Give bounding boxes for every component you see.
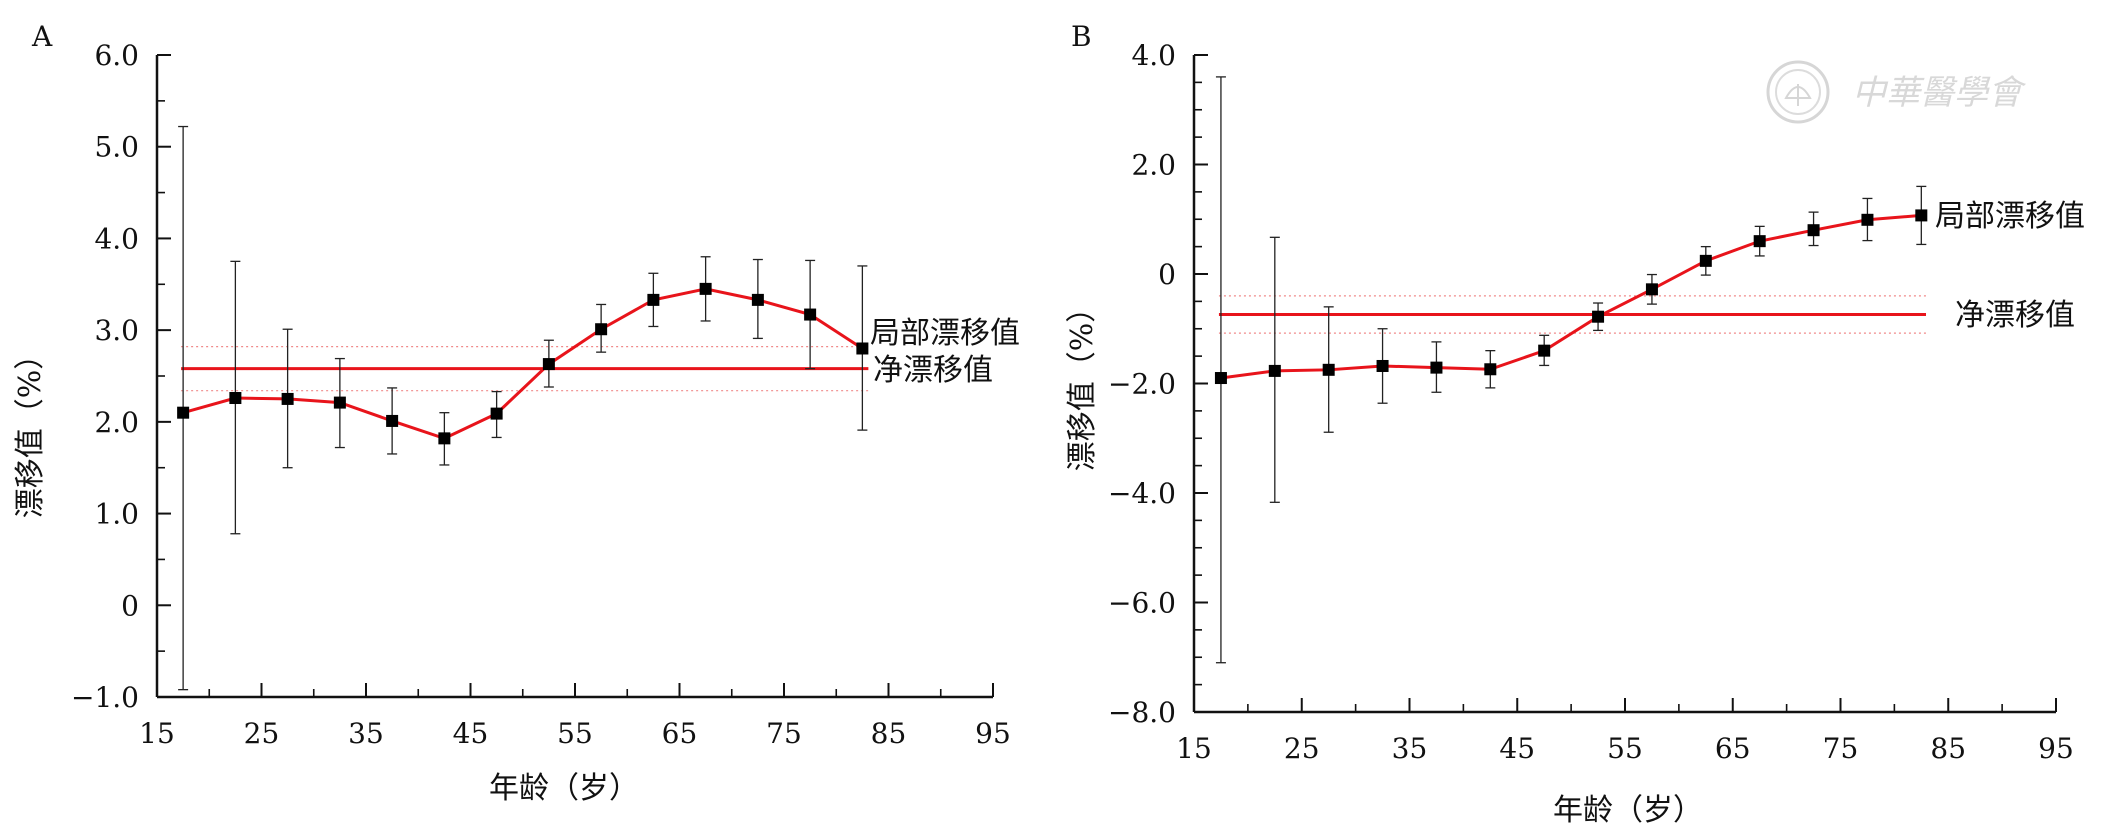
panel-a-data-point (856, 342, 869, 355)
panel-b-x-tick-label: 15 (1176, 732, 1212, 765)
panel-a-axes: 15 25 35 45 55 65 75 85 95 −1.0 0 1.0 2.0 3.0 4.0 5.0 6.… (71, 39, 1011, 750)
panel-b-x-tick-label: 35 (1392, 732, 1428, 765)
panel-a-data-point (542, 358, 555, 371)
panel-a-local-drift-label: 局部漂移值 (870, 316, 1020, 351)
panel-b-net-drift-label: 净漂移值 (1955, 298, 2075, 333)
panel-b-data-point (1430, 361, 1443, 374)
panel-b-data-point (1861, 213, 1874, 226)
panel-b-x-tick-label: 65 (1715, 732, 1751, 765)
panel-b-data-point (1807, 224, 1820, 237)
panel-b-data-point (1699, 254, 1712, 267)
panel-b-x-tick-label: 95 (2038, 732, 2074, 765)
panel-a-y-tick-label: 3.0 (94, 314, 139, 347)
panel-a-data-point (490, 407, 503, 420)
panel-a-y-tick-label: 6.0 (94, 39, 139, 72)
panel-b-letter: B (1071, 20, 1092, 53)
panel-a-data-point (438, 432, 451, 445)
panel-b-x-tick-label: 55 (1607, 732, 1643, 765)
panel-a-x-axis-title: 年龄（岁） (489, 771, 639, 806)
panel-a-x-tick-label: 35 (348, 717, 384, 750)
panel-a-y-tick-label: 1.0 (94, 498, 139, 531)
panel-b-data-point (1753, 235, 1766, 248)
panel-a-y-tick-label: 2.0 (94, 406, 139, 439)
panel-a-x-tick-label: 45 (453, 717, 489, 750)
panel-b-data-point (1376, 359, 1389, 372)
panel-a-data-point (595, 323, 608, 336)
panel-a-x-tick-label: 55 (557, 717, 593, 750)
panel-a-x-tick-label: 25 (244, 717, 280, 750)
panel-a-data-point (647, 293, 660, 306)
panel-a-data-point (333, 396, 346, 409)
society-seal-icon (1766, 60, 1830, 124)
panel-a-net-drift-label: 净漂移值 (873, 353, 993, 388)
panel-b-y-axis-title: 漂移值（%） (1065, 293, 1100, 472)
watermark-text: 中華醫學會 (1852, 73, 2027, 113)
panel-a-data-point (229, 392, 242, 405)
panel-b-x-tick-label: 85 (1930, 732, 1966, 765)
panel-b-data-point (1268, 364, 1281, 377)
panel-a-local-drift-line (182, 287, 864, 440)
panel-a: A 15 25 35 45 55 65 75 85 95 −1.0 0 1.0 2.0 3.0 4.0 5.0… (13, 20, 1020, 806)
panel-b-y-tick-label: −6.0 (1108, 587, 1176, 620)
panel-b-x-axis-title: 年龄（岁） (1553, 793, 1703, 828)
panel-b-x-tick-label: 25 (1284, 732, 1320, 765)
panel-b-data-point (1915, 209, 1928, 222)
panel-b-data-point (1484, 363, 1497, 376)
panel-a-x-tick-label: 75 (766, 717, 802, 750)
panel-b-y-tick-label: −8.0 (1108, 696, 1176, 729)
panel-b-grid-layer (1218, 295, 1928, 334)
panel-a-x-tick-label: 15 (139, 717, 175, 750)
panel-a-y-tick-label: 4.0 (94, 222, 139, 255)
panel-a-x-tick-label: 85 (871, 717, 907, 750)
panel-b-local-drift-label: 局部漂移值 (1935, 199, 2085, 234)
panel-a-data-point (386, 414, 399, 427)
panel-a-y-tick-label: 0 (121, 589, 139, 622)
panel-b: B 15 25 35 45 55 65 75 85 95 −8.0 −6.0 −4.0 −2.0 0 2.0… (1065, 20, 2085, 828)
panel-a-marks (177, 125, 869, 691)
panel-b-x-tick-label: 45 (1499, 732, 1535, 765)
panel-a-y-tick-label: 5.0 (94, 131, 139, 164)
panel-b-data-point (1214, 372, 1227, 385)
panel-a-data-point (699, 282, 712, 295)
panel-b-y-tick-label: −4.0 (1108, 477, 1176, 510)
panel-b-data-point (1538, 344, 1551, 357)
panel-b-marks (1214, 76, 1928, 664)
panel-a-data-point (804, 308, 817, 321)
panel-b-data-point (1592, 310, 1605, 323)
panel-a-x-tick-label: 95 (975, 717, 1011, 750)
panel-b-axes: 15 25 35 45 55 65 75 85 95 −8.0 −6.0 −4.0 −2.0 0 2.0 4.… (1108, 39, 2074, 765)
panel-b-y-tick-label: 2.0 (1131, 149, 1176, 182)
panel-a-data-point (177, 406, 190, 419)
panel-b-x-tick-label: 75 (1823, 732, 1859, 765)
panel-a-x-tick-label: 65 (662, 717, 698, 750)
panel-a-data-point (751, 293, 764, 306)
panel-b-y-tick-label: 4.0 (1131, 39, 1176, 72)
panel-b-data-point (1645, 283, 1658, 296)
panel-a-letter: A (31, 20, 53, 53)
watermark: 中華醫學會 (1766, 60, 2027, 124)
panel-b-data-point (1322, 363, 1335, 376)
panel-a-data-point (281, 392, 294, 405)
panel-a-y-tick-label: −1.0 (71, 681, 139, 714)
panel-b-y-tick-label: −2.0 (1108, 368, 1176, 401)
panel-a-y-axis-title: 漂移值（%） (13, 340, 48, 519)
panel-b-local-drift-line (1220, 213, 1922, 380)
panel-b-y-tick-label: 0 (1158, 258, 1176, 291)
